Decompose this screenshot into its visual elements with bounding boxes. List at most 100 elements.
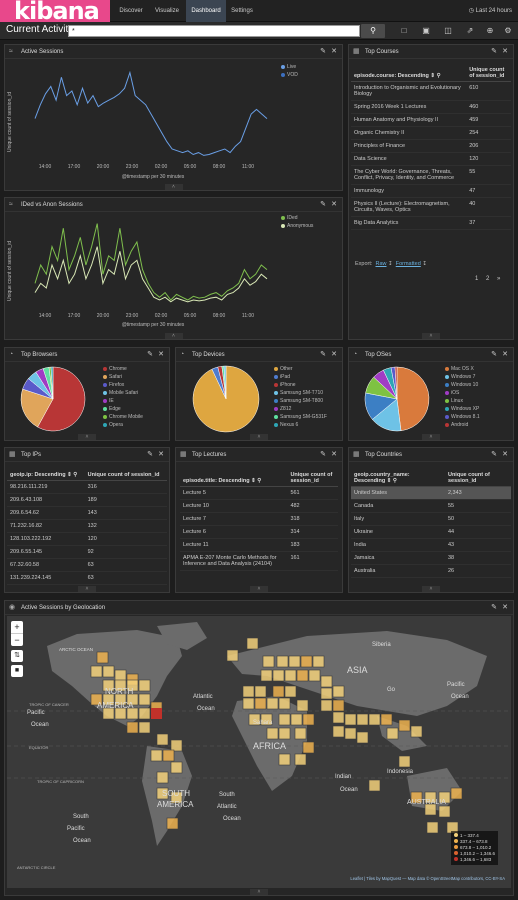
close-icon[interactable]: ✕ [502,48,508,55]
country-cell[interactable]: Australia [351,564,445,578]
legend-vod[interactable]: VOD [281,71,298,79]
course-cell[interactable]: Big Data Analytics [351,216,467,230]
table-row[interactable]: 128.103.222.192 120 [7,532,167,546]
column-header-count[interactable]: Unique count of session_id [287,470,338,487]
legend-live[interactable]: Live [281,63,298,71]
legend-item[interactable]: Opera [103,421,143,429]
table-row[interactable]: 98.216.111.219 316 [7,480,167,494]
close-icon[interactable]: ✕ [331,48,337,55]
collapse-handle[interactable]: ˄ [422,434,440,440]
collapse-handle[interactable]: ˄ [250,586,268,592]
column-header-count[interactable]: Unique count of session_id [84,470,167,481]
course-cell[interactable]: Human Anatomy and Physiology II [351,113,467,127]
legend-item[interactable]: Edge [103,405,143,413]
edit-icon[interactable]: ✎ [147,351,153,358]
course-cell[interactable]: Immunology [351,184,467,198]
close-icon[interactable]: ✕ [502,604,508,611]
table-row[interactable]: Jamaica 38 [351,551,511,565]
legend-item[interactable]: Safari [103,373,143,381]
lecture-cell[interactable]: Lecture 7 [180,512,288,526]
country-cell[interactable]: Jamaica [351,551,445,565]
table-row[interactable]: Data Science 120 [351,152,511,166]
collapse-handle[interactable]: ˄ [78,434,96,440]
legend-item[interactable]: Windows 8.1 [445,413,480,421]
ip-cell[interactable]: 209.6.54.62 [7,506,85,520]
close-icon[interactable]: ✕ [158,351,164,358]
close-icon[interactable]: ✕ [158,451,164,458]
lecture-cell[interactable]: Lecture 5 [180,486,288,500]
collapse-handle[interactable]: ˄ [78,586,96,592]
save-button[interactable]: ▣ [415,24,437,38]
search-input[interactable]: * [68,25,360,37]
table-row[interactable]: Lecture 5 561 [180,486,338,500]
edit-icon[interactable]: ✎ [491,351,497,358]
legend-item[interactable]: IE [103,397,143,405]
course-cell[interactable]: Data Science [351,152,467,166]
export-raw-link[interactable]: Raw [375,261,387,267]
country-cell[interactable]: Italy [351,512,445,526]
table-row[interactable]: Organic Chemistry II 254 [351,126,511,140]
table-row[interactable]: Principles of Finance 206 [351,139,511,153]
legend-item[interactable]: Windows XP [445,405,480,413]
ip-cell[interactable]: 131.239.224.145 [7,571,85,585]
table-row[interactable]: 67.32.60.58 63 [7,558,167,572]
close-icon[interactable]: ✕ [502,351,508,358]
table-row[interactable]: APMA E-207 Monte Carlo Methods for Infer… [180,551,338,571]
ip-cell[interactable]: 209.6.55.145 [7,545,85,559]
tab-settings[interactable]: Settings [231,8,253,14]
table-row[interactable]: 209.6.54.62 143 [7,506,167,520]
kibana-logo[interactable]: kibana [0,0,110,22]
legend-item[interactable]: iPhone [274,381,327,389]
table-row[interactable]: India 43 [351,538,511,552]
table-row[interactable]: Immunology 47 [351,184,511,198]
legend-item[interactable]: Chrome [103,365,143,373]
table-row[interactable]: Physics II (Lecture): Electromagnetism, … [351,197,511,217]
course-cell[interactable]: Introduction to Organismic and Evolution… [351,81,467,101]
close-icon[interactable]: ✕ [331,351,337,358]
share-button[interactable]: ⇗ [459,24,481,38]
legend-ided[interactable]: IDed [281,214,313,222]
page-next[interactable]: » [497,276,501,282]
zoom-out-button[interactable]: − [11,633,23,646]
tab-dashboard[interactable]: Dashboard [186,0,226,22]
column-header-country[interactable]: geoip.country_name: Descending ⇕ ⚲ [351,470,445,487]
table-row[interactable]: Lecture 10 482 [180,499,338,513]
legend-item[interactable]: Mac OS X [445,365,480,373]
edit-icon[interactable]: ✎ [320,451,326,458]
table-row[interactable]: Introduction to Organismic and Evolution… [351,81,511,101]
page-2[interactable]: 2 [486,276,490,282]
page-1[interactable]: 1 [475,276,479,282]
legend-item[interactable]: Android [445,421,480,429]
zoom-in-button[interactable]: + [14,622,20,632]
table-row[interactable]: Lecture 7 318 [180,512,338,526]
table-row[interactable]: 71.232.16.82 132 [7,519,167,533]
column-header-count[interactable]: Unique count of session_id [466,65,511,82]
table-row[interactable]: 209.6.55.145 92 [7,545,167,559]
table-row[interactable]: Spring 2016 Week 1 Lectures 460 [351,100,511,114]
edit-icon[interactable]: ✎ [147,451,153,458]
legend-item[interactable]: Windows 10 [445,381,480,389]
table-row[interactable]: Ukraine 44 [351,525,511,539]
world-map[interactable]: ARCTIC OCEAN NORTH AMERICA Atlantic Ocea… [7,616,511,888]
column-header-ip[interactable]: geoip.ip: Descending ⇕ ⚲ [7,470,85,481]
collapse-handle[interactable]: ˄ [250,434,268,440]
legend-anonymous[interactable]: Anonymous [281,222,313,230]
ip-cell[interactable]: 67.32.60.58 [7,558,85,572]
table-row[interactable]: Lecture 6 314 [180,525,338,539]
course-cell[interactable]: Organic Chemistry II [351,126,467,140]
export-formatted-link[interactable]: Formatted [395,261,421,267]
legend-item[interactable]: Linux [445,397,480,405]
search-button[interactable]: ⚲ [361,24,385,38]
draw-filter-button[interactable]: ■ [11,665,23,677]
tab-discover[interactable]: Discover [119,8,143,14]
course-cell[interactable]: Spring 2016 Week 1 Lectures [351,100,467,114]
legend-item[interactable]: Samsung SM-G531F [274,413,327,421]
ip-cell[interactable]: 209.6.43.108 [7,493,85,507]
legend-item[interactable]: Z812 [274,405,327,413]
ip-cell[interactable]: 128.103.222.192 [7,532,85,546]
lecture-cell[interactable]: Lecture 10 [180,499,288,513]
edit-icon[interactable]: ✎ [491,48,497,55]
tab-visualize[interactable]: Visualize [155,8,179,14]
column-header-count[interactable]: Unique count of session_id [444,470,511,487]
options-button[interactable]: ⚙ [497,24,518,38]
